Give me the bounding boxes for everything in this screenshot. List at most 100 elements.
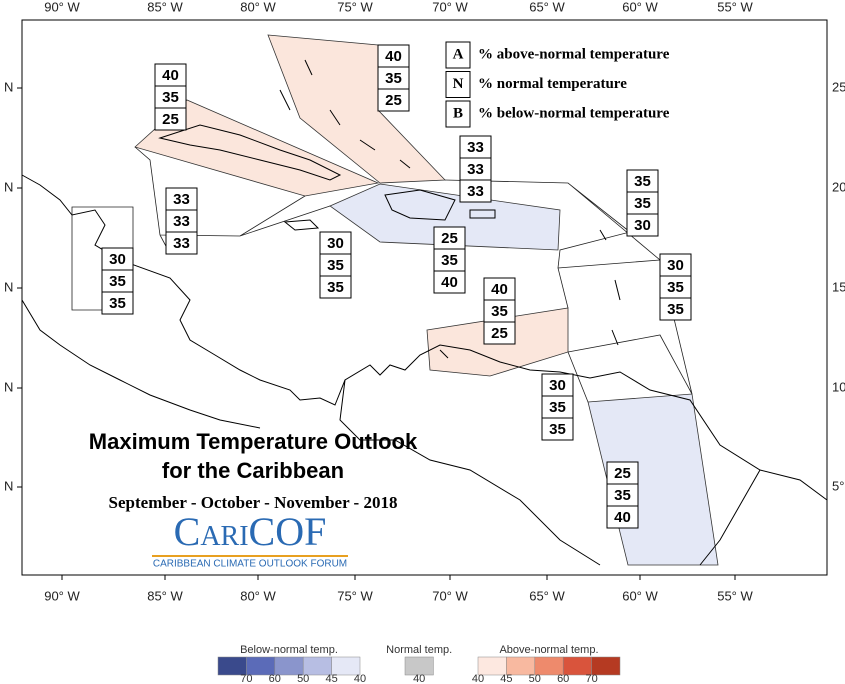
probability-box [483, 321, 516, 345]
probability: 25 [614, 465, 631, 482]
map-subtitle: for the Caribbean [162, 458, 344, 483]
probability-box [433, 270, 466, 294]
probability: 25 [385, 92, 402, 109]
coastline [283, 189, 496, 231]
probability-box [659, 297, 692, 321]
probability: 35 [634, 195, 651, 212]
key-text: % normal temperature [478, 76, 627, 92]
probability: 33 [173, 213, 190, 230]
probability: 35 [549, 421, 566, 438]
colorbar-label: 70 [240, 673, 252, 684]
longitude-label: 65° W [529, 588, 565, 603]
latitude-label: N [4, 379, 13, 394]
longitude-label: 70° W [432, 588, 468, 603]
colorbar-label: 70 [585, 673, 597, 684]
probability: 35 [614, 487, 631, 504]
probability: 33 [467, 139, 484, 156]
probability: 33 [173, 235, 190, 252]
probability: 33 [467, 161, 484, 178]
probability: 30 [667, 257, 684, 274]
colorbar-label: 50 [529, 673, 541, 684]
probability: 35 [491, 303, 508, 320]
coastline [21, 174, 828, 501]
longitude-label: 75° W [337, 0, 373, 14]
longitude-label: 85° W [147, 588, 183, 603]
logo-tagline: CARIBBEAN CLIMATE OUTLOOK FORUM [153, 559, 347, 570]
colorbar-title: Normal temp. [386, 644, 452, 656]
probability: 25 [491, 325, 508, 342]
probability: 35 [385, 70, 402, 87]
latitude-label: N [4, 179, 13, 194]
latitude-label: 20° [832, 179, 845, 194]
key-letter: A [453, 46, 464, 62]
period: September - October - November - 2018 [109, 493, 398, 512]
longitude-label: 55° W [717, 588, 753, 603]
probability: 40 [614, 509, 631, 526]
colorbar-swatch [404, 656, 434, 676]
colorbar-label: 50 [297, 673, 309, 684]
key-letter: N [453, 76, 464, 92]
probability: 35 [162, 89, 179, 106]
colorbar-label: 60 [557, 673, 569, 684]
coastline [21, 299, 761, 566]
longitude-label: 75° W [337, 588, 373, 603]
map-title: Maximum Temperature Outlook [89, 429, 418, 454]
latitude-label: 10 [832, 379, 845, 394]
colorbar-label: 40 [472, 673, 484, 684]
latitude-label: N [4, 478, 13, 493]
probability: 30 [549, 377, 566, 394]
probability: 33 [173, 191, 190, 208]
probability: 40 [441, 274, 458, 291]
probability-box [541, 417, 574, 441]
colorbar-label: 45 [325, 673, 337, 684]
probability: 35 [327, 279, 344, 296]
probability: 35 [109, 273, 126, 290]
colorbar-label: 40 [413, 673, 425, 684]
colorbar-label: 45 [500, 673, 512, 684]
key-box [445, 71, 471, 98]
probability: 30 [327, 235, 344, 252]
longitude-label: 80° W [240, 588, 276, 603]
probability-box [606, 505, 639, 529]
key-text: % below-normal temperature [478, 105, 670, 121]
longitude-label: 60° W [622, 588, 658, 603]
colorbar-label: 60 [269, 673, 281, 684]
probability: 33 [467, 183, 484, 200]
probability: 35 [667, 279, 684, 296]
key-letter: B [453, 105, 463, 121]
probability-box [154, 107, 187, 131]
probability-box [377, 88, 410, 112]
latitude-label: 25 [832, 79, 845, 94]
latitude-label: 15 [832, 279, 845, 294]
probability: 25 [162, 111, 179, 128]
probability: 40 [162, 67, 179, 84]
probability-box [626, 213, 659, 237]
longitude-label: 80° W [240, 0, 276, 14]
probability-box [459, 179, 492, 203]
longitude-label: 60° W [622, 0, 658, 14]
probability: 35 [667, 301, 684, 318]
probability: 30 [109, 251, 126, 268]
latitude-label: N [4, 279, 13, 294]
key-box [445, 100, 471, 128]
colorbar-label: 40 [354, 673, 366, 684]
probability: 35 [109, 295, 126, 312]
logo: CariCOF [174, 509, 327, 554]
probability: 30 [634, 217, 651, 234]
probability-box [319, 275, 352, 299]
key-text: % above-normal temperature [478, 46, 670, 62]
probability-box [101, 291, 134, 315]
colorbar-title: Below-normal temp. [240, 644, 338, 656]
longitude-label: 85° W [147, 0, 183, 14]
probability: 35 [634, 173, 651, 190]
probability: 35 [441, 252, 458, 269]
key-box [445, 41, 471, 69]
probability: 35 [327, 257, 344, 274]
longitude-label: 90° W [44, 588, 80, 603]
latitude-label: N [4, 79, 13, 94]
coastline [279, 59, 621, 359]
longitude-label: 55° W [717, 0, 753, 14]
probability: 40 [491, 281, 508, 298]
longitude-label: 90° W [44, 0, 80, 14]
